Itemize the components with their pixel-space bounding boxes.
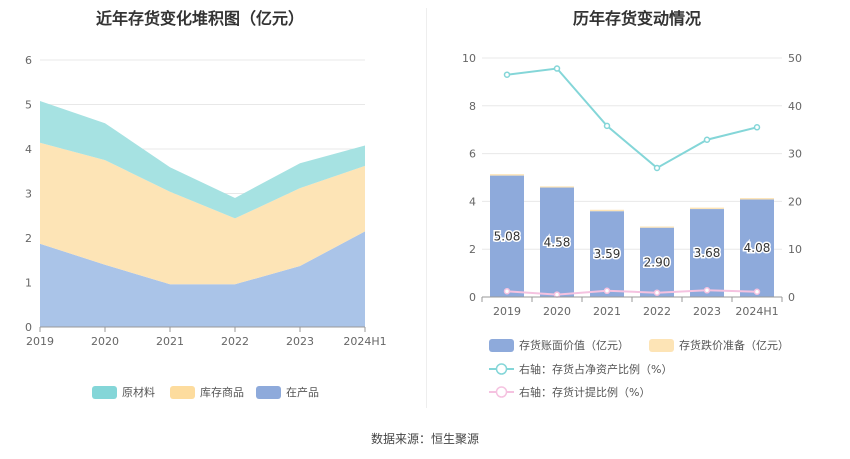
legend-label: 在产品 <box>286 386 319 399</box>
left-chart-title: 近年存货变化堆积图（亿元） <box>95 9 304 28</box>
bar-book-value <box>540 187 574 297</box>
line-point <box>703 136 711 143</box>
line-point <box>653 164 661 172</box>
legend-work-in-progress[interactable]: 在产品 <box>256 384 319 400</box>
legend-label: 原材料 <box>122 386 155 399</box>
y-tick-label: 5 <box>25 99 32 112</box>
line-series-3 <box>506 289 758 296</box>
line-legend-icon <box>489 363 514 375</box>
y-tick-label: 1 <box>25 277 32 290</box>
y-right-tick-label: 20 <box>788 195 802 208</box>
bar-impairment <box>540 186 574 188</box>
bar-value-label: 5.08 <box>494 229 521 243</box>
y-left-tick-label: 6 <box>469 148 476 161</box>
bar-impairment <box>640 226 674 228</box>
y-right-tick-label: 10 <box>788 243 802 256</box>
x-tick-label: 2021 <box>156 335 184 348</box>
bar-book-value <box>640 227 674 297</box>
bar-impairment <box>690 207 724 210</box>
bar-value-label: 3.59 <box>594 247 621 261</box>
legend-impairment[interactable]: 存货跌价准备（亿元） <box>649 337 789 353</box>
y-tick-label: 6 <box>25 54 32 67</box>
line-point <box>503 288 511 295</box>
legend-finished-goods[interactable]: 库存商品 <box>170 384 244 400</box>
bar-value-label: 2.90 <box>644 255 671 269</box>
area-series-1 <box>40 142 365 285</box>
y-right-tick-label: 40 <box>788 100 802 113</box>
line-point <box>553 65 561 72</box>
x-tick-label: 2024H1 <box>735 305 778 318</box>
legend-book-value[interactable]: 存货账面价值（亿元） <box>489 337 629 353</box>
y-left-tick-label: 4 <box>469 195 476 208</box>
y-left-tick-label: 8 <box>469 100 476 113</box>
legend-label: 存货账面价值（亿元） <box>519 339 629 352</box>
bar-book-value <box>590 211 624 297</box>
y-right-tick-label: 30 <box>788 148 802 161</box>
bar-book-value <box>740 199 774 297</box>
legend-label: 库存商品 <box>200 386 244 399</box>
line-point <box>603 122 611 130</box>
legend-provision-ratio[interactable]: 右轴：存货计提比例（%） <box>489 384 650 400</box>
line-point <box>753 288 761 295</box>
legend-swatch <box>170 385 195 399</box>
bar-value-label: 3.68 <box>694 246 721 260</box>
y-left-tick-label: 0 <box>469 291 476 304</box>
legend-raw-materials[interactable]: 原材料 <box>92 384 155 400</box>
x-tick-label: 2023 <box>693 305 721 318</box>
area-series-0 <box>40 231 365 327</box>
legend-label: 存货跌价准备（亿元） <box>679 339 789 352</box>
bar-line-combo-chart: 0 2 4 6 8 10 0 10 20 30 40 50 5.08 4.58 3.59 2.90 3.68 4.… <box>462 52 802 318</box>
y-tick-label: 4 <box>25 143 32 156</box>
line-point <box>653 289 661 296</box>
bar-value-label: 4.08 <box>744 241 771 255</box>
data-source: 数据来源：恒生聚源 <box>370 432 479 446</box>
legend-swatch <box>489 338 514 352</box>
x-tick-label: 2020 <box>91 335 119 348</box>
line-point <box>553 291 561 298</box>
y-right-tick-label: 0 <box>788 291 795 304</box>
bar-book-value <box>490 175 524 297</box>
bar-book-value <box>690 209 724 297</box>
panel-divider <box>426 8 427 408</box>
y-tick-label: 0 <box>25 321 32 334</box>
bar-impairment <box>740 198 774 200</box>
line-point <box>753 124 761 131</box>
legend-swatch <box>649 338 674 352</box>
y-right-tick-label: 50 <box>788 52 802 65</box>
bar-impairment <box>490 174 524 176</box>
legend-label: 右轴：存货占净资产比例（%） <box>519 363 673 376</box>
x-tick-label: 2022 <box>643 305 671 318</box>
y-tick-label: 3 <box>25 188 32 201</box>
x-tick-label: 2020 <box>543 305 571 318</box>
line-legend-icon <box>489 386 514 398</box>
x-tick-label: 2022 <box>221 335 249 348</box>
stacked-area-chart: 0 1 2 3 4 5 6 2019 2020 2021 2022 2023 2024H1 <box>25 54 387 348</box>
legend-label: 右轴：存货计提比例（%） <box>519 386 651 399</box>
x-tick-label: 2019 <box>26 335 54 348</box>
line-point <box>603 287 611 295</box>
legend-swatch <box>92 385 117 399</box>
bar-impairment <box>590 209 624 212</box>
left-chart-panel: 近年存货变化堆积图（亿元） 0 1 2 3 4 5 6 2019 2020 2021 2022 202… <box>0 0 426 420</box>
legend-ratio-net-assets[interactable]: 右轴：存货占净资产比例（%） <box>489 361 672 377</box>
line-point <box>703 287 711 294</box>
y-left-tick-label: 2 <box>469 243 476 256</box>
x-tick-label: 2023 <box>286 335 314 348</box>
area-series-2 <box>40 100 365 219</box>
y-tick-label: 2 <box>25 232 32 245</box>
right-chart-panel: 历年存货变动情况 0 2 4 6 8 10 0 10 20 30 40 50 5.08 4.58 3.59 2… <box>427 0 850 420</box>
right-chart-title: 历年存货变动情况 <box>572 9 701 28</box>
line-series-2 <box>506 67 758 170</box>
x-tick-label: 2021 <box>593 305 621 318</box>
line-point <box>503 71 511 78</box>
x-tick-label: 2024H1 <box>343 335 386 348</box>
y-left-tick-label: 10 <box>462 52 476 65</box>
bar-value-label: 4.58 <box>544 235 571 249</box>
x-tick-label: 2019 <box>493 305 521 318</box>
legend-swatch <box>256 385 281 399</box>
